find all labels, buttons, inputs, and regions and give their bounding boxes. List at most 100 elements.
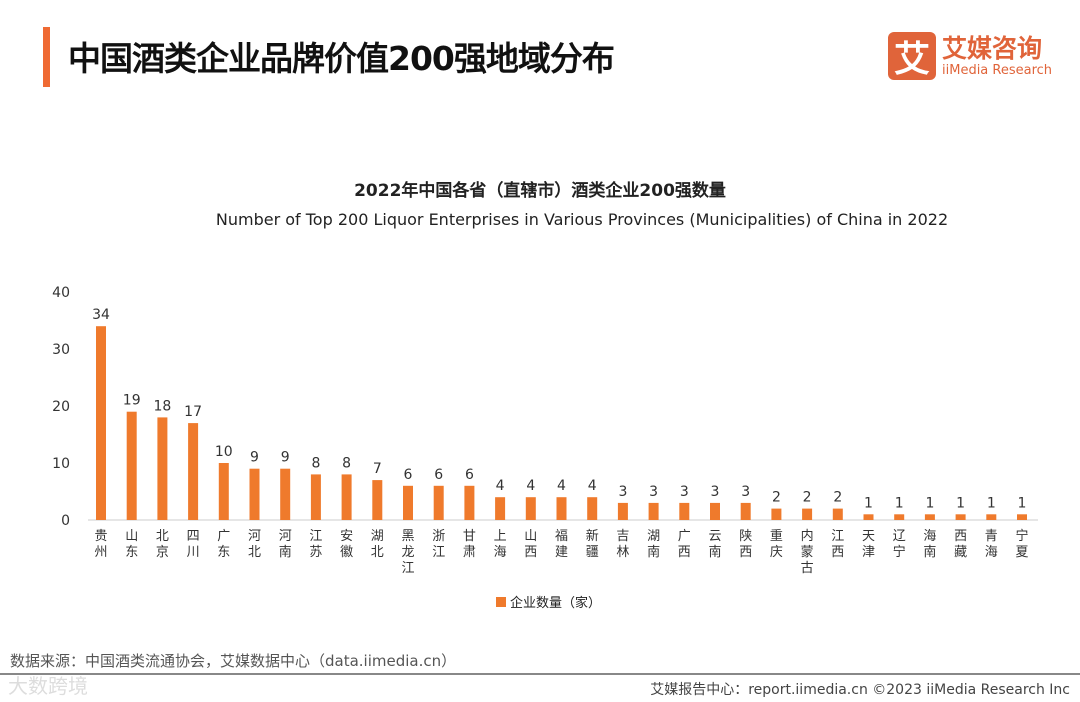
x-tick-label: 北: [248, 545, 261, 560]
x-tick-label: 古: [801, 561, 814, 576]
watermark: 大数跨境: [8, 674, 88, 698]
bar: [740, 502, 751, 520]
x-tick-label: 江: [401, 561, 414, 576]
data-label: 8: [342, 455, 351, 471]
x-tick-label: 广: [217, 529, 230, 544]
x-tick-label: 福: [555, 529, 568, 544]
x-tick-label: 贵: [94, 529, 107, 544]
data-label: 3: [741, 484, 750, 500]
data-label: 6: [465, 467, 474, 483]
data-label: 6: [404, 467, 413, 483]
data-label: 34: [92, 307, 110, 323]
x-tick-label: 庆: [770, 545, 783, 560]
x-tick-label: 南: [647, 544, 660, 560]
bar: [249, 468, 260, 520]
x-tick-label: 甘: [463, 529, 476, 544]
x-tick-label: 湖: [647, 529, 660, 544]
x-tick-label: 宁: [893, 544, 906, 560]
data-label: 3: [618, 484, 627, 500]
x-tick-label: 海: [985, 545, 998, 560]
y-tick-label: 10: [52, 456, 70, 472]
x-tick-label: 天: [862, 529, 875, 544]
bar: [955, 514, 966, 520]
bar: [863, 514, 874, 520]
bar: [96, 326, 106, 520]
x-tick-label: 西: [739, 545, 752, 560]
x-tick-label: 疆: [586, 545, 599, 560]
x-tick-label: 南: [923, 544, 936, 560]
x-tick-label: 苏: [309, 544, 322, 560]
bar: [617, 502, 628, 520]
data-label: 4: [526, 478, 535, 494]
x-tick-label: 夏: [1015, 545, 1028, 560]
data-label: 1: [1018, 495, 1027, 511]
data-label: 9: [281, 450, 290, 466]
bar: [341, 474, 352, 520]
logo-mark: 艾: [888, 32, 936, 80]
x-tick-label: 江: [309, 529, 322, 544]
legend-label: 企业数量（家）: [510, 596, 602, 611]
x-tick-label: 内: [801, 528, 814, 544]
x-tick-label: 湖: [371, 529, 384, 544]
x-tick-label: 川: [187, 545, 200, 560]
data-label: 2: [833, 490, 842, 506]
data-label: 18: [153, 398, 171, 414]
bar: [710, 502, 720, 520]
y-tick-label: 20: [52, 399, 70, 415]
x-tick-label: 海: [494, 545, 507, 560]
data-label: 1: [895, 495, 904, 511]
x-tick-label: 海: [923, 529, 936, 544]
legend: 企业数量（家）: [496, 592, 601, 611]
x-tick-label: 京: [156, 545, 169, 560]
x-tick-label: 广: [678, 529, 691, 544]
data-label: 2: [803, 490, 812, 506]
x-tick-label: 上: [494, 529, 507, 544]
logo-cn: 艾媒咨询: [942, 33, 1043, 63]
data-label: 4: [588, 478, 597, 494]
bar: [464, 485, 475, 520]
x-tick-label: 重: [770, 528, 783, 544]
x-tick-label: 东: [125, 545, 138, 560]
data-label: 3: [711, 484, 720, 500]
data-label: 3: [680, 484, 689, 500]
iimedia-logo: 艾 艾媒咨询 iiMedia Research: [888, 32, 1052, 80]
bar: [771, 508, 782, 520]
x-tick-label: 龙: [401, 545, 414, 560]
y-tick-label: 0: [61, 513, 70, 529]
x-tick-label: 四: [187, 529, 200, 544]
x-tick-label: 林: [616, 545, 629, 560]
bar: [802, 508, 813, 520]
bar: [495, 497, 506, 520]
bar: [280, 468, 291, 520]
x-tick-label: 河: [248, 529, 261, 544]
bar: [372, 480, 383, 520]
x-tick-label: 青: [985, 529, 998, 544]
y-tick-label: 30: [52, 342, 70, 358]
x-tick-label: 蒙: [801, 545, 814, 560]
data-label: 1: [987, 495, 996, 511]
x-tick-label: 南: [708, 544, 721, 560]
data-label: 1: [956, 495, 965, 511]
x-tick-label: 西: [524, 545, 537, 560]
x-tick-label: 宁: [1015, 528, 1028, 544]
footer-divider: [0, 673, 1080, 675]
bar: [1017, 514, 1027, 520]
bar: [525, 497, 536, 520]
bar: [587, 497, 598, 520]
logo-en: iiMedia Research: [942, 62, 1053, 78]
x-tick-label: 州: [94, 545, 107, 560]
x-tick-label: 新: [586, 528, 599, 544]
x-tick-label: 北: [371, 545, 384, 560]
page-title: 中国酒类企业品牌价值200强地域分布: [68, 39, 615, 78]
chart-title: 2022年中国各省（直辖市）酒类企业200强数量: [354, 181, 726, 201]
chart-subtitle: Number of Top 200 Liquor Enterprises in …: [215, 210, 949, 229]
x-tick-label: 徽: [340, 545, 353, 560]
data-source: 数据来源：中国酒类流通协会，艾媒数据中心（data.iimedia.cn）: [10, 652, 457, 670]
data-label: 9: [250, 450, 259, 466]
data-label: 2: [772, 490, 781, 506]
data-label: 4: [496, 478, 505, 494]
x-tick-label: 山: [125, 529, 138, 544]
data-label: 8: [311, 455, 320, 471]
bar: [126, 411, 137, 520]
